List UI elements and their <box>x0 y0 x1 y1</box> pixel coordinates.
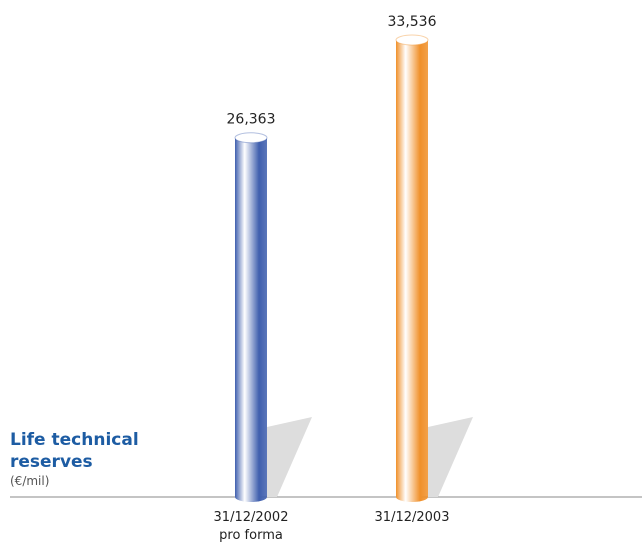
value-label: 26,363 <box>227 112 276 128</box>
bar <box>396 40 428 502</box>
bar-shadow <box>267 417 312 497</box>
bar-top <box>395 34 429 46</box>
x-tick-label: 31/12/2002 pro forma <box>213 510 289 543</box>
value-label: 33,536 <box>388 14 437 30</box>
bar-top <box>234 132 268 144</box>
bar <box>235 137 267 502</box>
chart-subtitle: (€/mil) <box>10 474 50 488</box>
chart-title: Life technical reserves <box>10 430 139 472</box>
x-tick-label: 31/12/2003 <box>374 510 450 525</box>
bar-shadow <box>428 417 473 497</box>
